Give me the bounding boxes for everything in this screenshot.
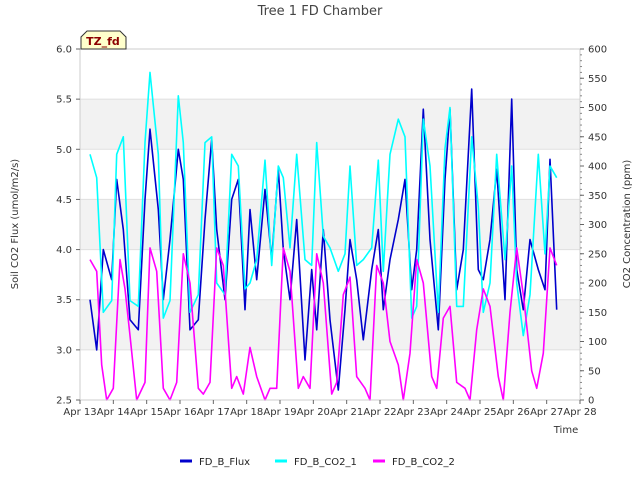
x-tick-label: Apr 26 [497, 407, 530, 418]
x-tick-label: Apr 17 [197, 407, 230, 418]
y-tick-label: 3.0 [56, 345, 72, 356]
tz-badge-box [80, 30, 127, 50]
x-tick-label: Apr 21 [330, 407, 363, 418]
x-tick-label: Apr 13 [63, 407, 96, 418]
tz-badge-label: TZ_fd [86, 35, 120, 48]
y-tick-label: 4.5 [56, 195, 72, 206]
y2-tick-label: 50 [588, 366, 601, 377]
x-tick-label: Apr 28 [563, 407, 596, 418]
y-tick-label: 5.0 [56, 145, 72, 156]
y-tick-label: 6.0 [56, 45, 72, 56]
y2-tick-label: 250 [588, 249, 607, 260]
y2-tick-label: 400 [588, 162, 607, 173]
x-tick-label: Apr 25 [463, 407, 496, 418]
x-tick-label: Apr 20 [297, 407, 330, 418]
y2-tick-label: 550 [588, 74, 607, 85]
x-tick-label: Apr 23 [397, 407, 430, 418]
y2-axis-ticks: 0 50 100 150 200 250 300 350 400 450 500 550 600 [580, 45, 607, 407]
series-line-fd-b-co2-2 [89, 247, 558, 401]
y-tick-label: 5.5 [56, 95, 72, 106]
y2-tick-label: 300 [588, 220, 607, 231]
grid-bands [80, 99, 580, 350]
y-axis-label: Soil CO2 Flux (umol/m2/s) [10, 159, 21, 289]
series-line-fd-b-co2-1 [89, 71, 558, 337]
x-tick-label: Apr 19 [263, 407, 296, 418]
x-tick-label: Apr 24 [430, 407, 463, 418]
y2-tick-label: 600 [588, 45, 607, 56]
y2-tick-label: 0 [588, 396, 594, 407]
y2-axis-label: CO2 Concentration (ppm) [622, 160, 633, 289]
x-axis-ticks: Apr 13 Apr 14 Apr 15 Apr 16 Apr 17 Apr 18 Apr … [63, 400, 597, 418]
x-tick-label: Apr 16 [163, 407, 196, 418]
y-tick-label: 4.0 [56, 245, 72, 256]
y2-tick-label: 200 [588, 279, 607, 290]
tz-badge: TZ_fd [80, 30, 127, 50]
y2-tick-label: 500 [588, 103, 607, 114]
chart-title: Tree 1 FD Chamber [257, 4, 383, 19]
y2-tick-label: 150 [588, 308, 607, 319]
grid-band [80, 99, 580, 150]
y2-tick-label: 100 [588, 337, 607, 348]
y2-tick-label: 350 [588, 191, 607, 202]
y2-tick-label: 450 [588, 132, 607, 143]
x-tick-label: Apr 15 [130, 407, 163, 418]
grid-band [80, 199, 580, 250]
x-axis-label: Time [553, 425, 578, 436]
x-tick-label: Apr 18 [230, 407, 263, 418]
x-tick-label: Apr 14 [97, 407, 130, 418]
y-tick-label: 2.5 [56, 396, 72, 407]
x-tick-label: Apr 27 [530, 407, 563, 418]
legend-label: FD_B_CO2_2 [392, 457, 455, 468]
series-layer [89, 71, 558, 401]
x-tick-label: Apr 22 [363, 407, 396, 418]
y-tick-label: 3.5 [56, 295, 72, 306]
legend-label: FD_B_Flux [199, 457, 250, 468]
legend-label: FD_B_CO2_1 [294, 457, 357, 468]
legend: FD_B_Flux FD_B_CO2_1 FD_B_CO2_2 [180, 457, 455, 468]
y-axis-ticks: 2.5 3.0 3.5 4.0 4.5 5.0 5.5 6.0 [56, 45, 80, 407]
